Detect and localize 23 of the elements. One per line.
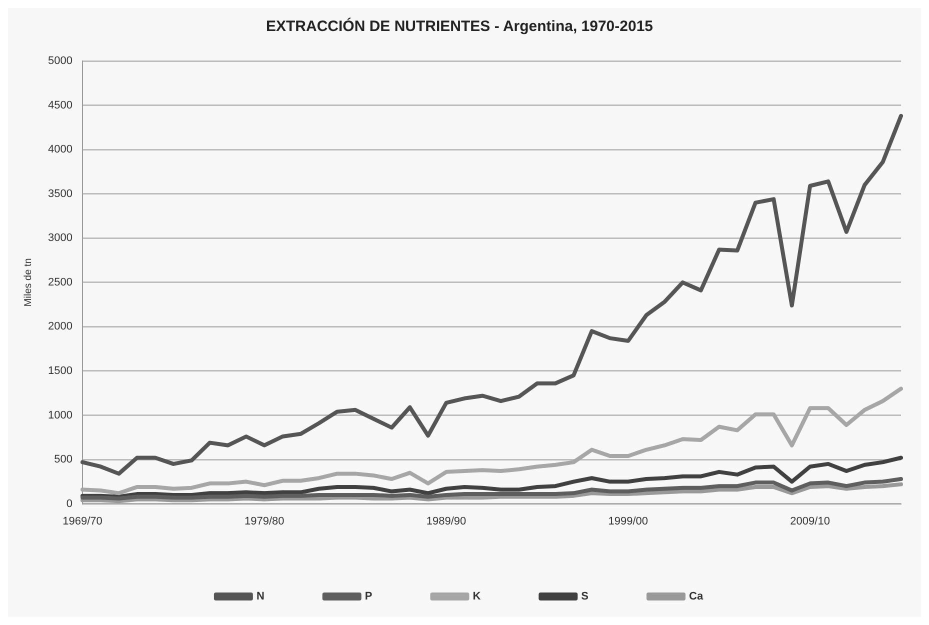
legend-label: K — [472, 590, 481, 603]
y-tick-label: 2500 — [48, 276, 72, 288]
chart-title: EXTRACCIÓN DE NUTRIENTES - Argentina, 1970-2015 — [266, 17, 654, 36]
y-tick-label: 3000 — [48, 232, 72, 244]
y-tick-label: 1500 — [48, 364, 72, 377]
y-tick-label: 4500 — [48, 99, 72, 112]
x-tick-label: 1969/70 — [62, 515, 102, 528]
legend-label: P — [364, 590, 372, 603]
y-tick-label: 0 — [66, 498, 72, 510]
y-tick-label: 5000 — [48, 55, 72, 68]
y-tick-label: 1000 — [48, 409, 72, 422]
y-tick-label: 4000 — [48, 144, 72, 156]
x-tick-label: 1979/80 — [244, 515, 284, 528]
legend-label: N — [256, 590, 264, 603]
y-axis-title: Miles de tn — [22, 258, 34, 307]
y-tick-label: 3500 — [48, 188, 72, 200]
x-tick-label: 1989/90 — [426, 515, 466, 528]
x-tick-label: 2009/10 — [790, 515, 830, 528]
y-tick-label: 500 — [54, 454, 72, 466]
y-tick-label: 2000 — [48, 320, 72, 333]
legend-label: Ca — [689, 590, 704, 603]
legend-label: S — [581, 590, 589, 603]
x-tick-label: 1999/00 — [608, 515, 648, 528]
